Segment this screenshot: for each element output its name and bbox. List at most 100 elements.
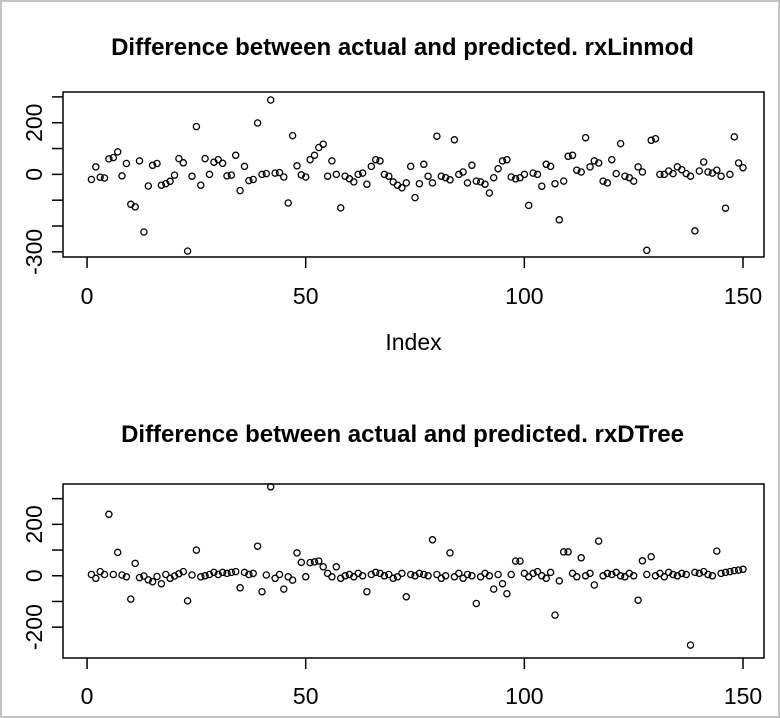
data-point xyxy=(691,568,699,577)
data-point xyxy=(201,572,209,580)
data-point xyxy=(516,557,524,565)
data-point xyxy=(524,201,533,210)
data-point xyxy=(271,574,279,583)
data-point xyxy=(529,169,537,177)
chart-rxlinmod: Difference between actual and predicted.… xyxy=(21,34,765,355)
data-point xyxy=(704,168,712,176)
data-point xyxy=(227,171,236,179)
data-point xyxy=(520,170,529,179)
data-point xyxy=(315,557,323,565)
data-point xyxy=(634,163,642,171)
data-point xyxy=(376,157,384,165)
data-point xyxy=(713,547,721,555)
data-point xyxy=(96,173,104,181)
data-point xyxy=(564,548,572,556)
data-point xyxy=(428,179,437,187)
data-point xyxy=(678,165,686,174)
data-point xyxy=(660,573,669,581)
data-point xyxy=(249,569,257,578)
data-point xyxy=(634,596,642,604)
data-point xyxy=(424,172,432,180)
data-point xyxy=(118,571,126,579)
data-point xyxy=(236,186,244,195)
data-point xyxy=(214,155,222,164)
data-point xyxy=(647,136,655,145)
data-point xyxy=(258,170,266,179)
data-point xyxy=(183,247,192,255)
data-point xyxy=(402,593,411,601)
data-point xyxy=(280,585,288,593)
data-point xyxy=(122,159,131,168)
x-tick-label: 50 xyxy=(293,283,319,309)
data-point xyxy=(319,140,327,148)
data-point xyxy=(406,570,415,579)
data-point xyxy=(183,597,192,605)
data-point xyxy=(398,184,406,192)
data-point xyxy=(170,171,179,179)
data-point xyxy=(507,570,515,579)
data-point xyxy=(472,177,481,185)
data-point xyxy=(594,537,603,545)
data-point xyxy=(398,569,406,578)
data-point xyxy=(629,177,638,185)
data-point xyxy=(332,563,341,571)
data-point xyxy=(389,178,397,186)
data-point xyxy=(686,641,695,649)
data-point xyxy=(197,573,205,581)
data-point xyxy=(695,569,704,578)
data-point xyxy=(122,573,131,581)
x-tick-label: 150 xyxy=(724,683,762,709)
data-point xyxy=(297,171,306,179)
data-point xyxy=(249,175,257,184)
data-point xyxy=(546,162,555,171)
data-point xyxy=(297,558,306,567)
data-point xyxy=(459,168,467,176)
data-point xyxy=(577,168,585,176)
data-point xyxy=(555,216,564,224)
data-point xyxy=(288,131,297,140)
data-point xyxy=(538,182,546,190)
data-point xyxy=(306,558,314,567)
data-point xyxy=(507,173,515,181)
data-point xyxy=(695,167,704,175)
data-point xyxy=(105,155,113,163)
data-point xyxy=(157,579,166,588)
data-point xyxy=(664,568,673,577)
data-point xyxy=(494,570,502,579)
data-point xyxy=(153,572,161,581)
data-point xyxy=(463,570,472,579)
data-point xyxy=(162,570,170,579)
data-point xyxy=(105,510,113,519)
data-point xyxy=(669,169,677,178)
data-point xyxy=(682,570,690,579)
data-point xyxy=(533,567,542,576)
data-point xyxy=(433,132,441,140)
data-point xyxy=(621,172,629,180)
data-point xyxy=(656,170,664,179)
data-point xyxy=(411,193,419,202)
data-point xyxy=(446,549,454,557)
chart-title: Difference between actual and predicted.… xyxy=(121,421,684,448)
data-point xyxy=(704,570,712,579)
data-point xyxy=(651,134,660,143)
data-point xyxy=(643,246,651,255)
data-point xyxy=(691,227,699,235)
data-point xyxy=(148,577,157,586)
data-point xyxy=(559,548,568,556)
data-points xyxy=(87,483,747,649)
y-tick-label: 200 xyxy=(21,104,47,142)
data-point xyxy=(131,559,139,568)
data-point xyxy=(275,168,284,177)
data-point xyxy=(258,587,266,596)
data-point xyxy=(564,152,572,161)
data-point xyxy=(118,172,126,180)
data-point xyxy=(428,536,437,544)
data-point xyxy=(511,175,520,183)
data-point xyxy=(214,570,222,579)
data-point xyxy=(468,161,476,170)
data-point xyxy=(363,587,371,596)
data-point xyxy=(319,563,327,571)
data-point xyxy=(205,570,214,579)
data-point xyxy=(358,169,367,177)
data-point xyxy=(210,568,218,577)
